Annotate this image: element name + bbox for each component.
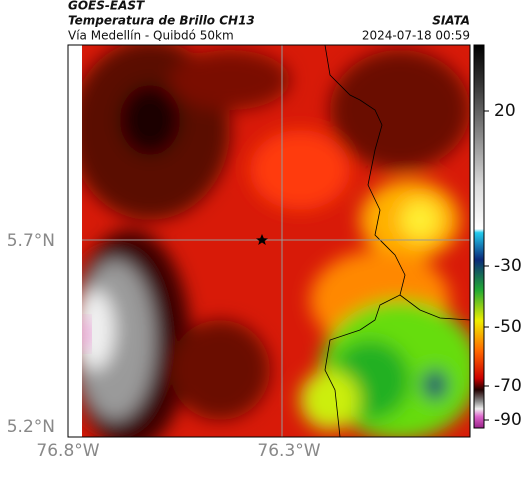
colorbar-tick-label: -30: [494, 256, 522, 276]
colorbar-tick-label: -90: [494, 410, 522, 430]
title: Temperatura de Brillo CH13: [68, 14, 255, 28]
lon-tick-label: 76.8°W: [36, 441, 99, 461]
colorbar-scale: [473, 44, 485, 429]
colorbar-tick-label: -50: [494, 317, 522, 337]
colorbar-tick-label: 20: [494, 101, 516, 121]
agency: SIATA: [432, 14, 470, 28]
timestamp: 2024-07-18 00:59: [362, 29, 470, 43]
lon-tick-label: 76.3°W: [257, 441, 320, 461]
colorbar: 20 -30 -50 -70 -90: [473, 44, 522, 430]
axis-labels: 5.7°N 5.2°N 76.8°W 76.3°W: [7, 231, 321, 461]
source: GOES-EAST: [68, 0, 145, 13]
colorbar-tick-label: -70: [494, 376, 522, 396]
border: [324, 45, 406, 437]
border: [399, 294, 470, 321]
map-frame: [67, 44, 471, 438]
subtitle: Vía Medellín - Quibdó 50km: [68, 29, 234, 43]
location-star: [256, 234, 268, 245]
lat-tick-label: 5.7°N: [7, 231, 55, 251]
lat-tick-label: 5.2°N: [7, 417, 55, 437]
satellite-image: [82, 45, 470, 437]
header: GOES-EAST Temperatura de Brillo CH13 Vía…: [68, 0, 470, 43]
